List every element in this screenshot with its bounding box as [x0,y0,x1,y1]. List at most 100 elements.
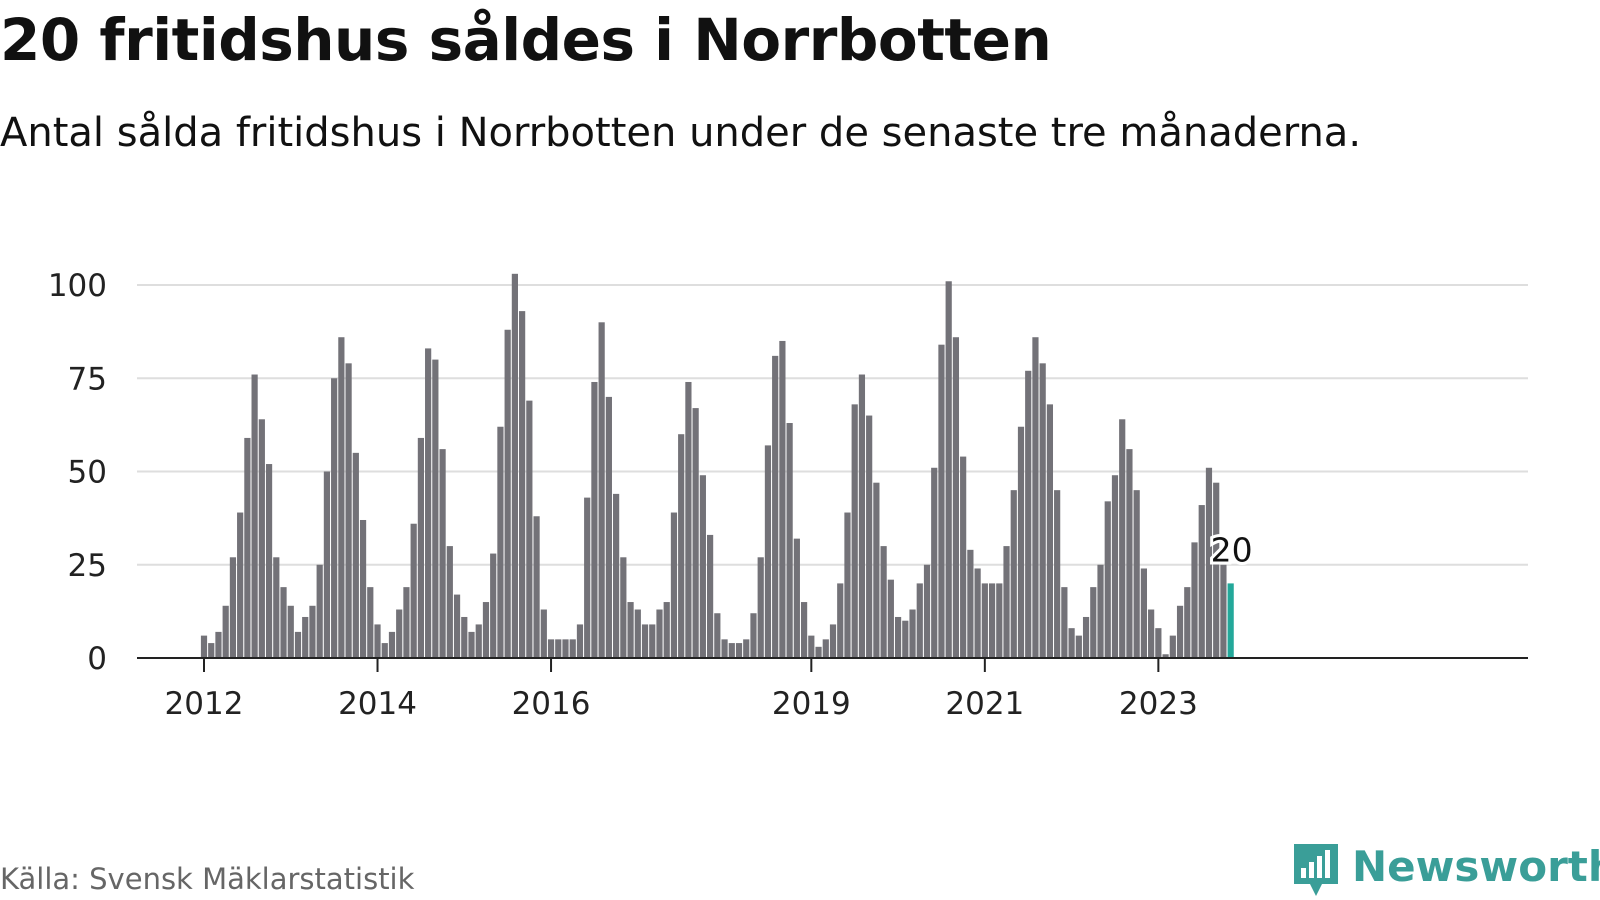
bar-chart: 0 25 50 75 100 2012 2014 2016 2019 2021 2023 20 [48,268,1528,722]
bar [1104,501,1111,658]
y-tick-label: 100 [48,268,107,304]
bar [374,624,381,658]
brand-name: Newsworthy [1352,842,1600,891]
bar [1003,546,1010,658]
bar [475,624,482,658]
bar [656,609,663,658]
bar [1140,568,1147,658]
bar [960,456,967,658]
bar [1213,482,1220,658]
bar [1054,490,1061,658]
bar [772,355,779,658]
bar [1017,426,1025,658]
bar [916,583,923,658]
bar [1090,587,1097,658]
bar [352,452,359,658]
bar [287,605,294,658]
bar [800,602,808,658]
bar [931,467,938,658]
bar [974,568,981,658]
bar [750,613,757,658]
bar [258,419,265,658]
bar [649,624,656,658]
bar [627,602,634,658]
bar [367,587,374,658]
bar [1133,490,1140,658]
bar [294,631,302,658]
bar [280,587,287,658]
gridlines [137,284,1528,566]
y-tick-label: 50 [68,455,107,491]
bar [605,396,612,658]
bar [497,426,504,658]
bar [1220,564,1227,658]
bar [359,519,367,658]
bar [1082,616,1090,658]
bar [345,363,352,658]
bar [641,624,649,658]
bar [1162,654,1169,658]
bar [945,281,952,658]
bar [244,437,251,658]
bar [468,631,475,658]
bar [851,404,858,658]
bar [1119,419,1126,658]
bar [562,639,569,658]
x-tick-label: 2019 [772,686,851,722]
bar [909,609,916,658]
bar [714,613,721,658]
bar [504,329,511,658]
bar [1010,490,1017,658]
bar [837,583,844,658]
bar [576,624,584,658]
bar [1176,605,1184,658]
bar [237,512,244,658]
bar [923,564,931,658]
bar [988,583,996,658]
bar [338,337,345,658]
bar [403,587,410,658]
bar [894,616,902,658]
bar [388,631,396,658]
bar [735,643,743,658]
bar [547,639,555,658]
bar [887,579,894,658]
bar [699,475,706,658]
bar [634,609,641,658]
y-axis-ticks: 0 25 50 75 100 [48,268,107,677]
bar [598,322,605,658]
bar [323,471,331,658]
bar [829,624,837,658]
bar [215,631,222,658]
bar [1155,628,1162,658]
bar [446,546,453,658]
bar [1097,564,1104,658]
bar [670,512,678,658]
bar [396,609,403,658]
x-tick-label: 2012 [165,686,244,722]
bar [432,359,439,658]
x-tick-label: 2014 [338,686,417,722]
bar [591,381,598,658]
bar [540,609,547,658]
chart-title: 20 fritidshus såldes i Norrbotten [0,6,1052,74]
bar [482,602,490,658]
bar [265,464,273,658]
bar [996,583,1003,658]
brand-logo: Newsworthy [1290,840,1600,900]
bar [1184,587,1191,658]
bar [757,557,764,658]
bar [902,620,909,658]
bar [1061,587,1068,658]
bar [728,643,735,658]
bar [302,616,309,658]
bar [866,415,873,658]
bar [381,643,388,658]
bar [461,616,468,658]
bar [815,646,822,658]
bar [685,381,692,658]
bar [822,639,829,658]
x-axis-ticks: 2012 2014 2016 2019 2021 2023 [165,658,1198,722]
x-tick-label: 2016 [512,686,591,722]
bar [1169,635,1176,658]
